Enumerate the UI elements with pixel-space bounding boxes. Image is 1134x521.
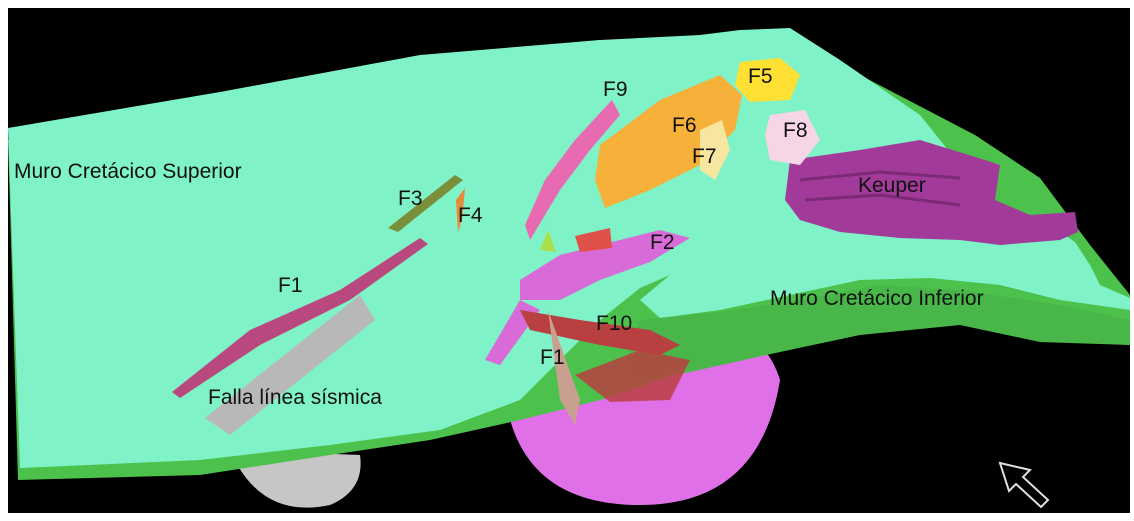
small-green-peak xyxy=(540,230,556,252)
fault-f8 xyxy=(765,110,820,165)
fault-f10-lower xyxy=(575,350,690,402)
fault-f5 xyxy=(735,58,800,102)
fault-f1-center xyxy=(548,310,580,425)
label-f2: F2 xyxy=(650,231,675,254)
fault-f7 xyxy=(700,120,730,180)
label-f8: F8 xyxy=(783,119,808,142)
label-f9: F9 xyxy=(603,78,628,101)
label-f4: F4 xyxy=(458,204,483,227)
fault-f6 xyxy=(595,75,742,208)
label-muro-superior: Muro Cretácico Superior xyxy=(14,160,242,183)
fault-f9 xyxy=(525,100,620,240)
fault-f4 xyxy=(456,188,465,232)
label-keuper: Keuper xyxy=(858,174,926,197)
label-falla-linea-sismica: Falla línea sísmica xyxy=(208,386,382,409)
keuper-surface xyxy=(785,140,1078,245)
muro-inferior-lower-surface xyxy=(620,285,1130,385)
keuper-stripe xyxy=(799,170,961,182)
label-f10: F10 xyxy=(596,312,632,335)
label-f1-left: F1 xyxy=(278,274,303,297)
pointer-arrow-icon[interactable] xyxy=(998,461,1050,509)
label-muro-inferior: Muro Cretácico Inferior xyxy=(770,287,984,310)
muro-inferior-upper-surface xyxy=(640,222,1130,318)
label-f1-center: F1 xyxy=(540,346,565,369)
fault-f1-left xyxy=(172,238,428,398)
fault-f3 xyxy=(388,175,463,232)
label-f3: F3 xyxy=(398,187,423,210)
keuper-stripe xyxy=(804,193,961,207)
fault-f10 xyxy=(520,310,680,355)
label-f7: F7 xyxy=(692,145,717,168)
label-f6: F6 xyxy=(672,114,697,137)
fault-falla-linea-sismica xyxy=(205,295,375,435)
fault-f2 xyxy=(520,230,690,300)
fault-red-fragment xyxy=(575,228,612,252)
label-f5: F5 xyxy=(748,65,773,88)
